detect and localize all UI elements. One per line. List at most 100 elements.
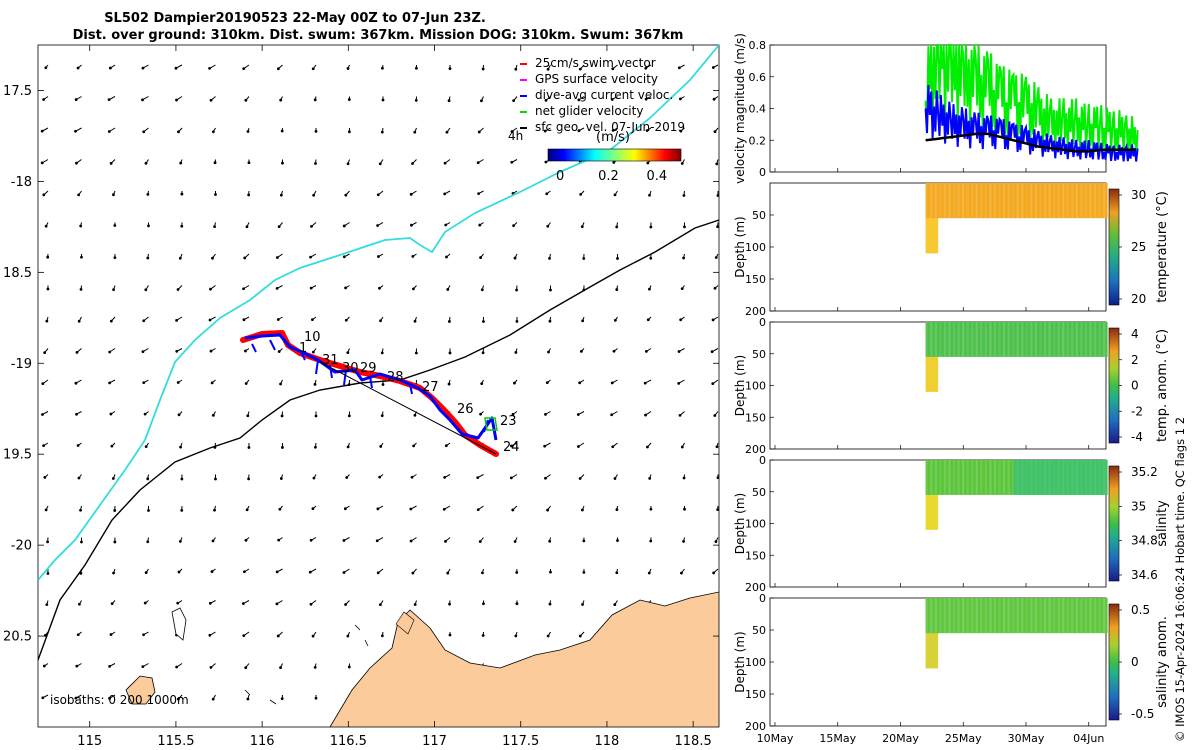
section-stripe: [1039, 183, 1042, 219]
geo-vel-arrowhead: [279, 477, 283, 480]
time-tick-label: 10May: [757, 732, 794, 745]
section-stripe: [952, 460, 956, 495]
geo-vel-arrowhead: [211, 697, 215, 701]
geo-vel-arrowhead: [476, 161, 480, 165]
geo-vel-arrowhead: [643, 381, 647, 385]
lat-tick-label: 18.5: [3, 266, 32, 281]
geo-vel-arrowhead: [514, 634, 518, 638]
geo-vel-arrowhead: [280, 697, 284, 701]
geo-vel-arrowhead: [174, 66, 178, 70]
geo-vel-arrowhead: [578, 67, 582, 71]
section-stripe: [1098, 322, 1101, 357]
geo-vel-arrowhead: [74, 696, 78, 700]
section-stripe: [1089, 183, 1092, 219]
geo-vel-arrowhead: [344, 286, 347, 290]
geo-vel-arrowhead: [210, 570, 214, 573]
geo-vel-arrowhead: [515, 288, 518, 292]
geo-vel-arrowhead: [613, 603, 617, 606]
section-stripe: [1002, 322, 1006, 357]
lon-tick-label: 118.5: [675, 734, 712, 749]
panel-ytick-label: 0.8: [749, 39, 767, 52]
geo-vel-arrowhead: [577, 129, 581, 133]
geo-vel-arrowhead: [111, 477, 115, 480]
section-stripe: [1057, 183, 1060, 219]
section-stripe: [1098, 598, 1101, 634]
geo-vel-arrowhead: [214, 477, 217, 481]
geo-vel-arrowhead: [276, 318, 280, 321]
geo-vel-arrowhead: [178, 256, 182, 260]
section-upper-layer: [925, 598, 1108, 634]
geo-vel-arrowhead: [644, 413, 647, 417]
section-stripe: [1080, 322, 1083, 357]
geo-vel-arrowhead: [511, 508, 515, 512]
geo-vel-arrowhead: [679, 318, 683, 322]
geo-vel-arrowhead: [44, 66, 48, 70]
geo-vel-arrowhead: [578, 477, 582, 480]
panel-colorbar: [1108, 603, 1120, 721]
section-stripe: [925, 183, 928, 219]
panel-ytick-label: 200: [745, 720, 766, 733]
section-stripe: [1030, 183, 1033, 219]
geo-vel-arrowhead: [109, 319, 113, 323]
geo-vel-arrowhead: [79, 224, 83, 228]
geo-vel-arrowhead: [247, 161, 251, 165]
geo-vel-arrowhead: [146, 256, 150, 260]
section-stripe: [1002, 183, 1006, 219]
peninsula: [395, 611, 415, 635]
geo-vel-arrowhead: [308, 570, 312, 574]
geo-vel-arrowhead: [446, 571, 450, 575]
section-stripe: [971, 460, 974, 495]
panel-cbar-label: temperature (°C): [1155, 191, 1170, 303]
panel-ytick-label: 0: [759, 592, 766, 605]
section-stripe: [1103, 322, 1106, 357]
geo-vel-arrowhead: [45, 319, 49, 323]
geo-vel-arrowhead: [243, 256, 247, 260]
section-stripe: [1021, 598, 1024, 634]
geo-vel-arrowhead: [41, 382, 45, 386]
panel-ytick-label: 150: [745, 549, 766, 562]
section-stripe: [1002, 598, 1006, 634]
section-stripe: [980, 460, 983, 495]
geo-vel-arrowhead: [208, 318, 212, 322]
geo-vel-arrowhead: [509, 476, 513, 480]
lat-tick-label: -19: [11, 357, 32, 372]
geo-vel-arrowhead: [378, 162, 382, 166]
geo-vel-arrowhead: [146, 540, 150, 544]
geo-vel-arrowhead: [714, 256, 718, 259]
section-stripe: [1066, 183, 1069, 219]
geo-vel-arrowhead: [77, 319, 81, 323]
geo-vel-arrowhead: [578, 381, 582, 385]
geo-vel-arrowhead: [376, 224, 379, 227]
geo-vel-arrowhead: [448, 351, 452, 355]
section-stripe: [930, 322, 933, 357]
section-stripe: [1034, 598, 1038, 634]
cbar-tick-label: 0: [1131, 379, 1139, 393]
geo-vel-arrowhead: [379, 603, 382, 607]
geo-vel-arrowhead: [244, 349, 247, 353]
geo-vel-arrowhead: [479, 256, 482, 259]
geo-vel-arrowhead: [342, 224, 346, 228]
section-stripe: [1089, 322, 1092, 357]
geo-vel-arrowhead: [645, 129, 649, 132]
geo-vel-arrowhead: [513, 540, 517, 543]
geo-vel-arrowhead: [343, 507, 347, 511]
geo-vel-arrowhead: [244, 666, 248, 670]
section-stripe: [957, 460, 960, 495]
geo-vel-arrowhead: [448, 602, 451, 606]
panel-ytick-label: 100: [745, 380, 766, 393]
section-stripe: [1103, 183, 1106, 219]
geo-vel-arrowhead: [444, 444, 448, 448]
geo-vel-arrowhead: [246, 130, 250, 133]
cbar-tick-label: -2: [1131, 404, 1143, 418]
geo-vel-arrowhead: [680, 571, 683, 575]
geo-vel-arrowhead: [649, 256, 653, 260]
section-stripe: [1071, 598, 1074, 634]
geo-vel-arrowhead: [144, 161, 148, 165]
section-stripe: [1016, 322, 1019, 357]
geo-vel-arrowhead: [411, 571, 415, 575]
geo-vel-arrowhead: [677, 381, 681, 385]
section-stripe: [993, 598, 997, 634]
geo-vel-arrowhead: [109, 412, 113, 416]
geo-vel-arrowhead: [481, 67, 485, 71]
speed-cbar-tick: 0: [556, 169, 564, 184]
